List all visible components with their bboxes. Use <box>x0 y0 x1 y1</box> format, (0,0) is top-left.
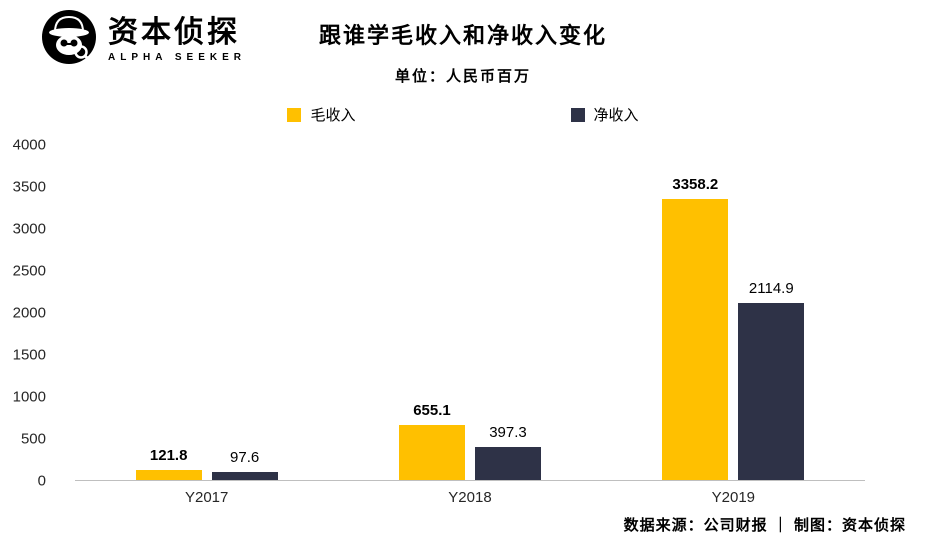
bar-value-label: 2114.9 <box>748 279 794 297</box>
detective-logo-icon <box>40 8 98 71</box>
plot-area: 121.8 97.6 655.1 397.3 3358.2 2114.9 <box>75 145 865 481</box>
chart-unit-subtitle: 单位：人民币百万 <box>394 68 531 85</box>
legend-swatch <box>287 107 302 122</box>
chart-title: 跟谁学毛收入和净收入变化 <box>318 23 607 48</box>
y-tick-label-500: 500 <box>20 430 46 448</box>
y-tick-label-1000: 1000 <box>12 388 46 406</box>
bar-毛收入-Y2017: 121.8 <box>135 447 202 480</box>
bar-value-label: 3358.2 <box>672 175 719 193</box>
bar-毛收入-Y2018: 655.1 <box>398 402 465 480</box>
y-tick-label-2000: 2000 <box>12 304 46 322</box>
x-axis-label-Y2017: Y2017 <box>184 489 229 506</box>
y-tick-label-3500: 3500 <box>12 178 46 196</box>
bar-value-label: 97.6 <box>230 448 260 466</box>
legend-label: 毛收入 <box>310 107 356 124</box>
bar-value-label: 655.1 <box>413 402 451 420</box>
y-tick-label-3000: 3000 <box>12 220 46 238</box>
brand-name: 资本侦探 <box>108 16 240 49</box>
legend-label: 净收入 <box>593 107 639 124</box>
legend-item: 净收入 <box>570 104 639 125</box>
legend: 毛收入 净收入 <box>0 104 926 125</box>
bar-净收入-Y2019: 2114.9 <box>738 280 805 480</box>
x-axis-label-Y2018: Y2018 <box>448 489 492 506</box>
bar-value-label: 121.8 <box>149 446 188 464</box>
bar-group-Y2017: 121.8 97.6 <box>75 145 338 480</box>
data-source-credit: 数据来源：公司财报 ｜ 制图：资本侦探 <box>623 517 906 534</box>
legend-item: 毛收入 <box>287 104 356 125</box>
legend-swatch <box>570 107 585 122</box>
y-tick-label-0: 0 <box>37 472 46 490</box>
x-axis: Y2017 Y2018 Y2019 <box>75 489 865 506</box>
bar-净收入-Y2018: 397.3 <box>474 424 541 480</box>
bar-毛收入-Y2019: 3358.2 <box>662 176 729 480</box>
y-axis: 0 500 1000 1500 2000 2500 3000 3500 4000 <box>0 137 48 490</box>
bar-value-label: 397.3 <box>489 423 527 441</box>
bar-group-Y2019: 3358.2 2114.9 <box>602 145 865 480</box>
brand-logo: 资本侦探 ALPHA SEEKER <box>40 8 246 71</box>
y-tick-label-1500: 1500 <box>12 346 46 364</box>
y-tick-label-2500: 2500 <box>12 262 46 280</box>
brand-name-en: ALPHA SEEKER <box>108 52 246 63</box>
bar-group-Y2018: 655.1 397.3 <box>338 145 601 480</box>
y-tick-label-4000: 4000 <box>12 136 46 154</box>
x-axis-label-Y2019: Y2019 <box>711 489 755 506</box>
bar-净收入-Y2017: 97.6 <box>211 449 278 480</box>
